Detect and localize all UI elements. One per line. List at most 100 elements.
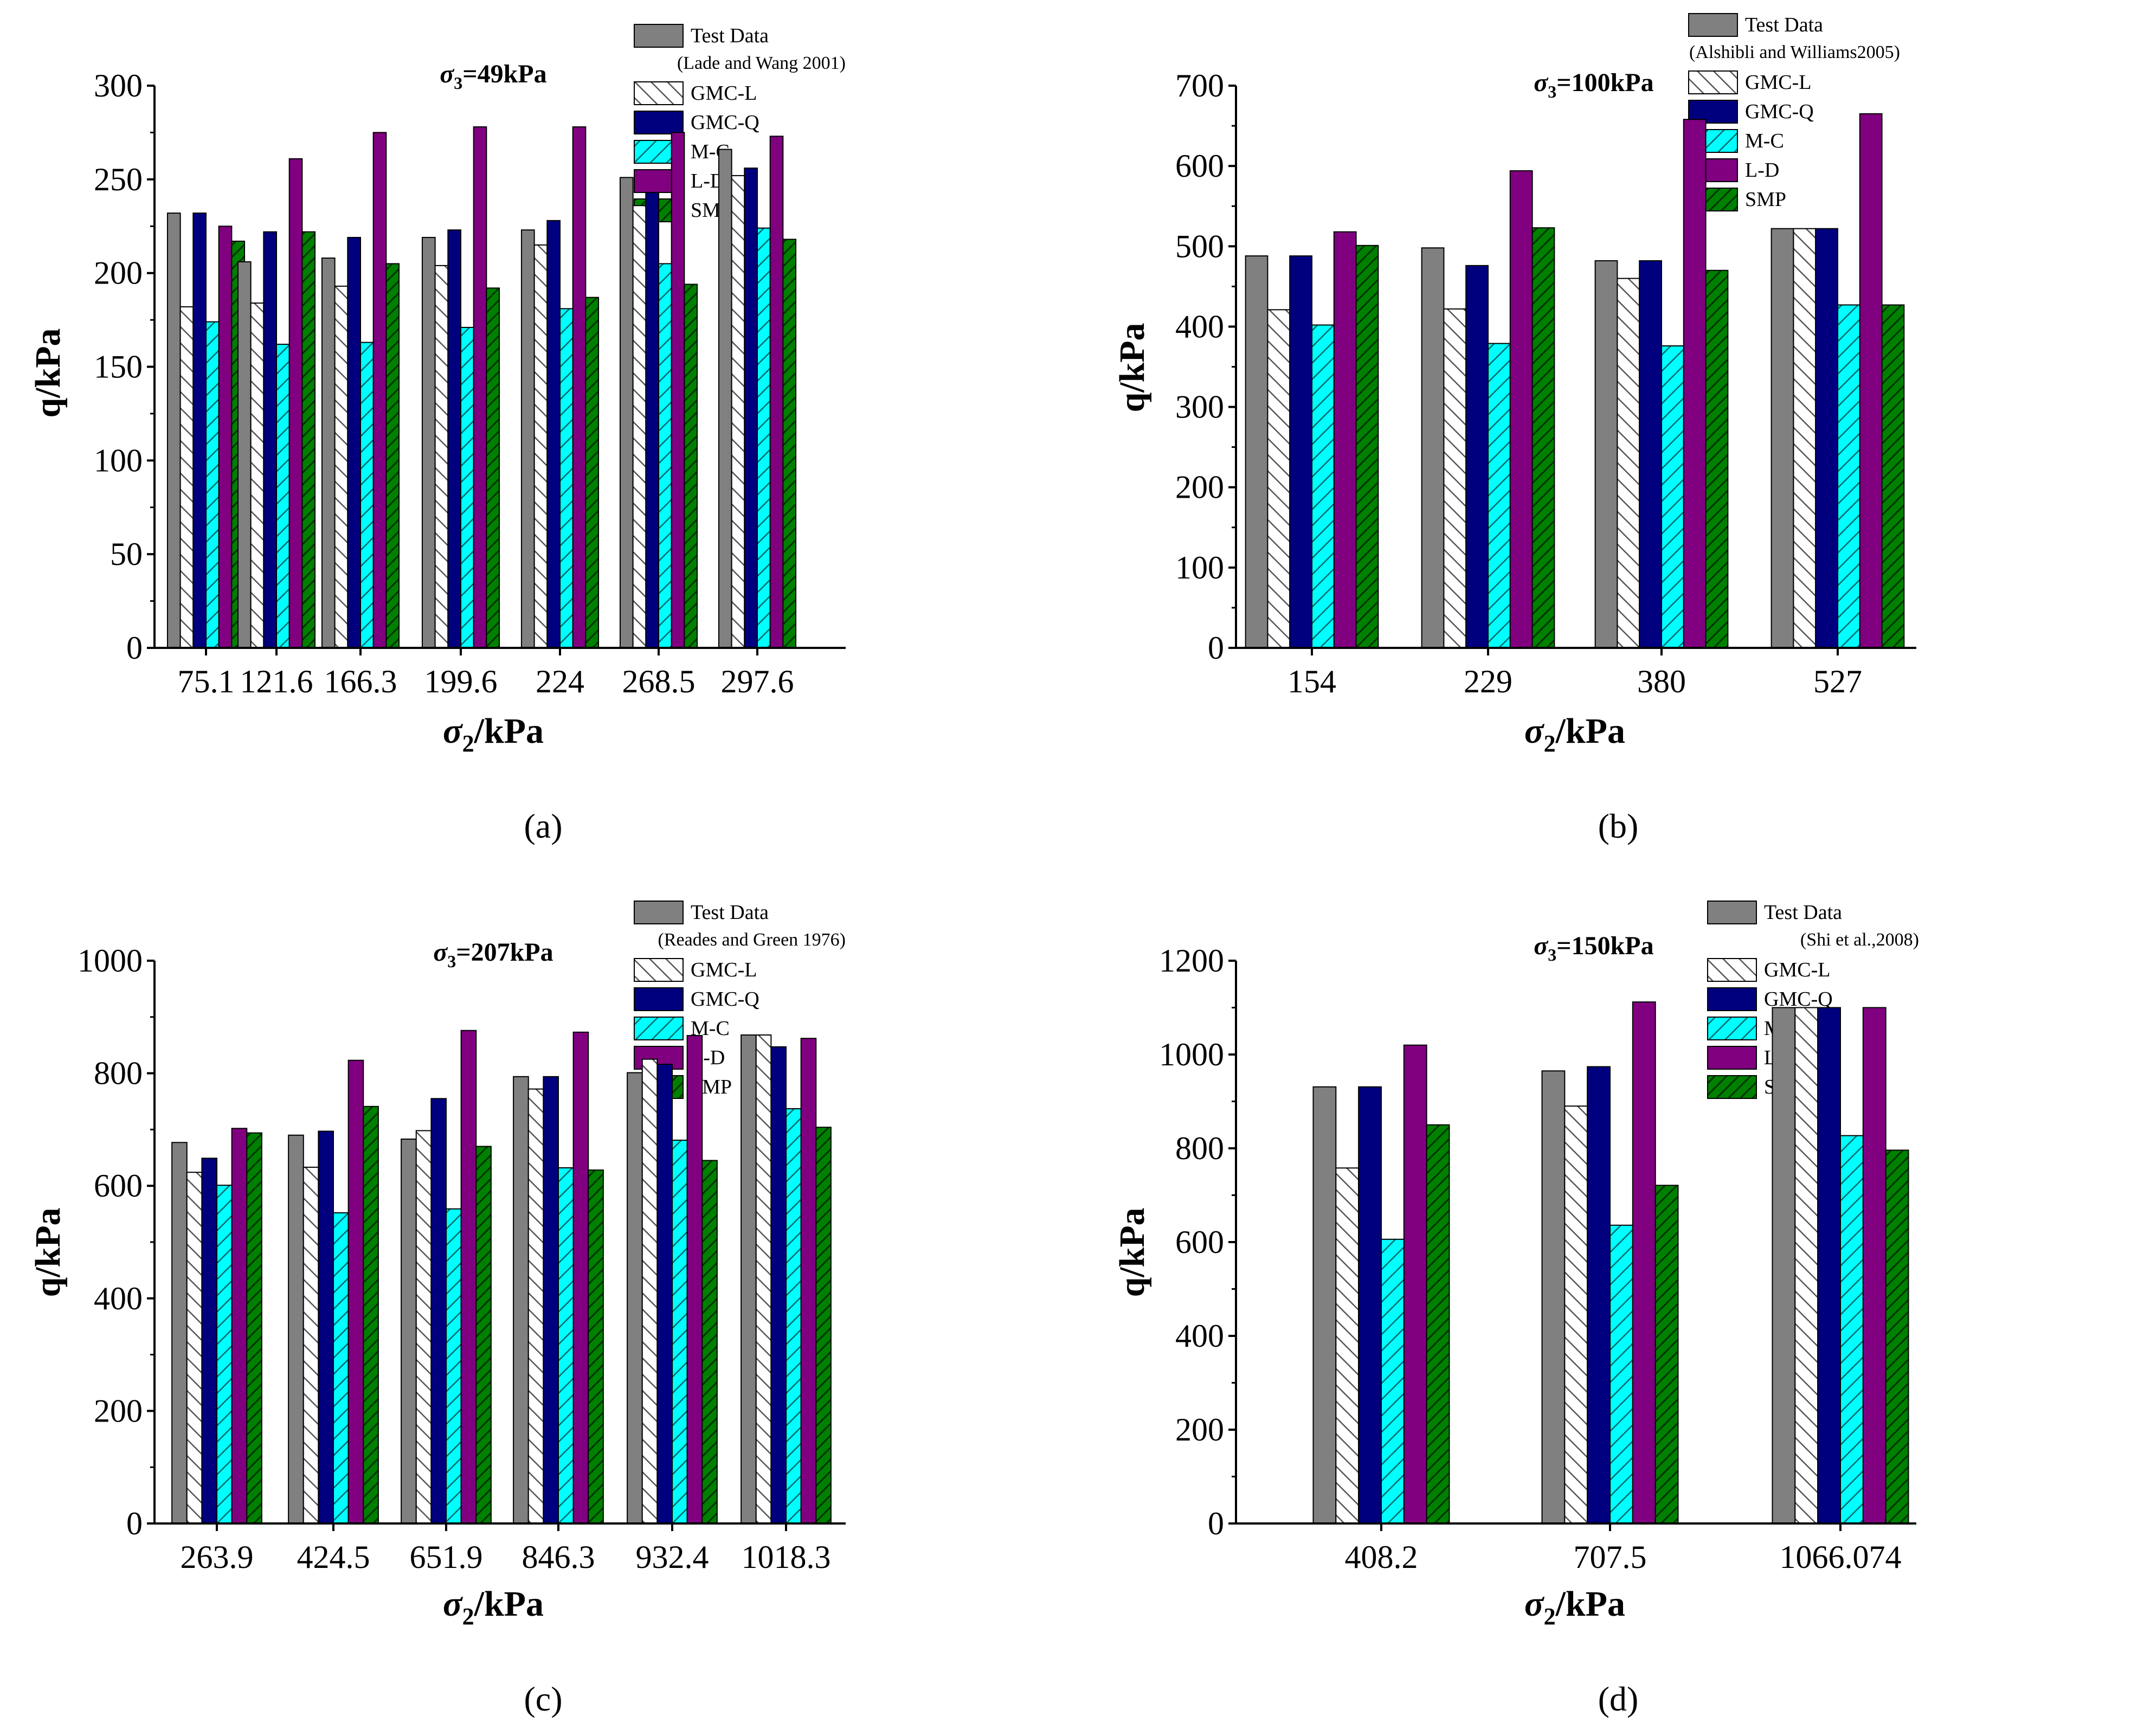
- y-tick-label: 300: [94, 68, 143, 104]
- chart-panel-a: σ3=49kPa q/kPa σ2/kPa (a) Test Data (Lade…: [28, 24, 846, 845]
- bar-gmc-l-263-9: [186, 1172, 203, 1525]
- x-axis-label: σ2/kPa: [443, 1584, 544, 1630]
- legend-label-gmc-q: GMC-Q: [691, 988, 759, 1011]
- bar-smp-424-5: [363, 1105, 379, 1525]
- bar-m-c-527: [1837, 304, 1860, 648]
- bar-test-data-932-4: [627, 1072, 643, 1524]
- bar-gmc-l-199-6: [434, 265, 449, 648]
- bar-gmc-l-408-2: [1335, 1167, 1360, 1525]
- y-tick-label: 200: [1175, 1412, 1224, 1448]
- x-tick-label: 263.9: [181, 1539, 254, 1575]
- panel-label: (c): [524, 1680, 562, 1718]
- bar-smp-229: [1531, 227, 1555, 649]
- bar-gmc-q-380: [1639, 260, 1662, 648]
- y-tick-label: 600: [94, 1168, 143, 1204]
- bar-test-data-75-1: [166, 213, 181, 648]
- legend-swatch-gmc-l: [634, 958, 684, 982]
- bar-gmc-q-154: [1289, 255, 1312, 648]
- legend-swatch-test-data: [1688, 13, 1738, 37]
- chart-title: σ3=49kPa: [440, 60, 546, 93]
- y-tick-label: 200: [94, 1393, 143, 1429]
- bar-smp-199-6: [486, 287, 500, 648]
- legend-label-test-data: Test Data: [691, 901, 769, 924]
- bar-m-c-263-9: [216, 1185, 233, 1525]
- bar-l-d-1066-074: [1862, 1007, 1887, 1524]
- bar-test-data-424-5: [288, 1134, 304, 1524]
- bar-smp-263-9: [246, 1132, 262, 1524]
- bar-m-c-932-4: [672, 1140, 688, 1525]
- y-axis-label: q/kPa: [28, 328, 68, 417]
- bar-gmc-l-527: [1793, 228, 1817, 648]
- y-tick-label: 1200: [1159, 943, 1224, 979]
- bar-test-data-121-6: [237, 261, 252, 648]
- x-tick-label: 229: [1464, 664, 1512, 699]
- bar-gmc-q-1018-3: [770, 1046, 787, 1524]
- bar-test-data-166-3: [321, 258, 336, 649]
- bar-gmc-l-424-5: [302, 1166, 319, 1525]
- bar-test-data-527: [1770, 228, 1794, 648]
- x-tick-label: 1018.3: [742, 1539, 831, 1575]
- x-tick-label: 268.5: [622, 664, 696, 699]
- y-tick-label: 400: [94, 1281, 143, 1316]
- bar-smp-651-9: [475, 1146, 492, 1525]
- y-tick-label: 1000: [1159, 1037, 1224, 1072]
- legend-swatch-gmc-q: [1707, 987, 1757, 1011]
- bar-smp-408-2: [1426, 1124, 1450, 1524]
- bar-gmc-q-297-6: [744, 168, 758, 648]
- y-tick-label: 200: [94, 255, 143, 291]
- bar-gmc-q-166-3: [347, 236, 361, 648]
- x-tick-label: 527: [1813, 664, 1862, 699]
- bar-l-d-846-3: [572, 1031, 589, 1525]
- legend-swatch-l-d: [1707, 1046, 1757, 1070]
- bar-smp-224: [585, 297, 600, 648]
- bar-smp-380: [1705, 269, 1729, 648]
- legend-swatch-m-c: [1707, 1017, 1757, 1040]
- chart-panel-c: σ3=207kPa q/kPa σ2/kPa (c) Test Data (Rea…: [28, 901, 846, 1718]
- x-tick-label: 408.2: [1345, 1539, 1418, 1575]
- chart-title: σ3=100kPa: [1534, 68, 1653, 101]
- bar-gmc-l-224: [533, 244, 548, 649]
- bar-gmc-q-932-4: [656, 1063, 673, 1524]
- bar-smp-166-3: [385, 263, 400, 648]
- y-tick-label: 50: [110, 536, 143, 572]
- bar-m-c-651-9: [446, 1208, 462, 1525]
- legend-label-gmc-l: GMC-L: [691, 82, 757, 105]
- bar-l-d-263-9: [231, 1128, 248, 1524]
- legend-label-gmc-q: GMC-Q: [1745, 100, 1814, 123]
- bar-gmc-q-224: [546, 220, 561, 648]
- bar-l-d-707-5: [1632, 1001, 1656, 1524]
- bar-gmc-l-297-6: [731, 175, 745, 649]
- bar-m-c-297-6: [757, 227, 771, 648]
- bar-test-data-263-9: [171, 1142, 188, 1524]
- legend-swatch-test-data: [634, 901, 684, 924]
- y-tick-label: 700: [1175, 68, 1224, 104]
- legend-note: (Lade and Wang 2001): [677, 53, 846, 73]
- bar-test-data-268-5: [619, 177, 634, 649]
- x-tick-label: 424.5: [297, 1539, 370, 1575]
- bar-l-d-297-6: [769, 136, 784, 648]
- bar-gmc-l-166-3: [334, 285, 349, 648]
- bar-test-data-154: [1245, 255, 1269, 648]
- y-axis-label: q/kPa: [1112, 323, 1152, 412]
- legend-swatch-test-data: [1707, 901, 1757, 924]
- bar-gmc-q-651-9: [430, 1098, 447, 1525]
- x-tick-label: 707.5: [1574, 1539, 1647, 1575]
- bar-smp-527: [1881, 304, 1905, 648]
- x-tick-label: 380: [1637, 664, 1686, 699]
- bar-test-data-224: [520, 229, 535, 648]
- legend-label-gmc-l: GMC-L: [691, 959, 757, 981]
- y-tick-label: 0: [1208, 630, 1224, 666]
- bar-gmc-q-707-5: [1587, 1066, 1611, 1524]
- bar-smp-268-5: [684, 284, 698, 648]
- bar-m-c-380: [1661, 345, 1684, 648]
- legend-swatch-smp: [1707, 1075, 1757, 1099]
- bar-test-data-1066-074: [1772, 1007, 1796, 1524]
- bar-smp-1066-074: [1885, 1149, 1909, 1524]
- y-tick-label: 200: [1175, 470, 1224, 505]
- bar-gmc-l-1066-074: [1794, 1007, 1819, 1524]
- bar-m-c-1018-3: [786, 1108, 802, 1524]
- bar-gmc-q-199-6: [447, 229, 461, 648]
- bar-gmc-q-424-5: [318, 1130, 334, 1524]
- legend-swatch-gmc-l: [1707, 958, 1757, 982]
- legend-label-gmc-l: GMC-L: [1764, 959, 1830, 981]
